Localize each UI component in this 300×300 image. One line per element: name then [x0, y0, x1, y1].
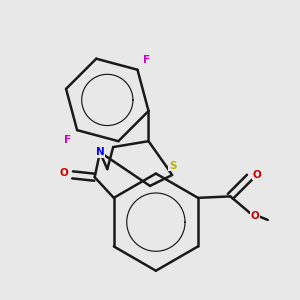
Text: O: O	[250, 211, 259, 221]
Text: O: O	[60, 168, 69, 178]
Text: S: S	[169, 160, 176, 171]
Text: F: F	[64, 134, 71, 145]
Text: O: O	[253, 170, 261, 180]
Text: N: N	[96, 147, 104, 157]
Text: F: F	[143, 56, 150, 65]
